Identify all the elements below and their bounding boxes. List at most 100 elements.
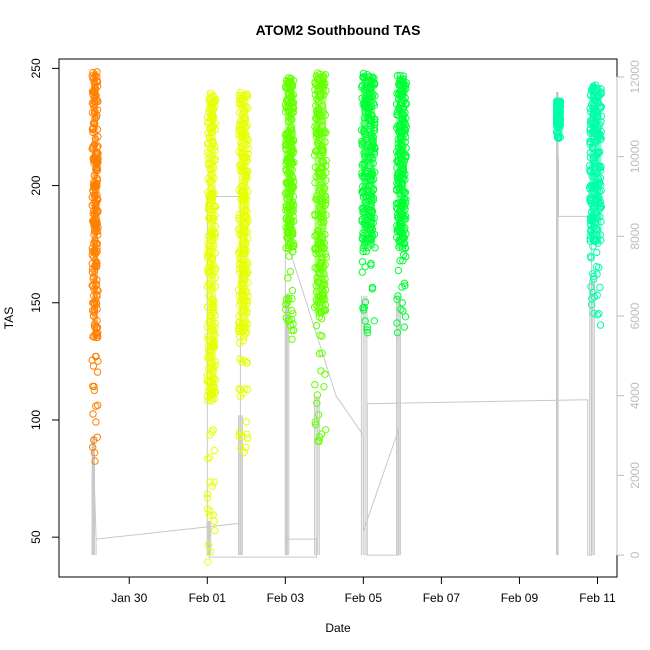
data-point: [204, 558, 212, 566]
data-point: [590, 275, 598, 283]
y2-tick-label: 0: [628, 551, 642, 558]
y2-tick-label: 6000: [628, 302, 642, 329]
y2-tick-label: 4000: [628, 382, 642, 409]
data-point: [586, 252, 595, 261]
y-tick-label: 150: [29, 292, 43, 312]
data-point: [91, 457, 99, 465]
data-point: [593, 248, 601, 257]
data-point: [239, 389, 247, 397]
data-point: [311, 380, 319, 389]
series-6: [392, 71, 410, 337]
data-point: [321, 370, 329, 378]
data-point: [363, 329, 372, 337]
data-point: [554, 134, 563, 143]
data-point: [243, 434, 252, 442]
data-point: [313, 391, 322, 399]
x-tick-label: Feb 09: [501, 591, 539, 605]
series-4: [310, 69, 330, 446]
data-point: [367, 259, 375, 268]
data-point: [596, 283, 604, 292]
data-point: [235, 432, 243, 440]
data-point: [205, 511, 214, 519]
data-point: [203, 494, 212, 502]
data-point: [595, 310, 603, 318]
data-point: [315, 349, 324, 358]
y-tick-label: 250: [29, 58, 43, 78]
data-point: [589, 272, 598, 280]
data-point: [284, 274, 292, 282]
data-point: [587, 301, 596, 309]
data-point: [206, 453, 214, 461]
data-point: [243, 430, 251, 438]
data-point: [239, 337, 248, 345]
data-point: [286, 267, 295, 276]
x-axis-label: Date: [325, 621, 351, 635]
data-point: [288, 335, 296, 343]
x-tick-label: Feb 01: [189, 591, 227, 605]
data-point: [282, 300, 290, 309]
data-point: [89, 382, 97, 390]
data-point: [242, 443, 250, 451]
altitude-line: [91, 156, 593, 558]
data-point: [203, 505, 212, 513]
data-point: [92, 418, 100, 426]
data-point: [396, 257, 404, 265]
data-point: [314, 411, 323, 419]
data-point: [208, 428, 216, 436]
data-point: [393, 319, 401, 327]
data-point: [318, 332, 326, 340]
data-point: [210, 446, 219, 455]
chart-title: ATOM2 Southbound TAS: [256, 22, 421, 38]
x-tick-label: Feb 03: [267, 591, 305, 605]
data-point: [89, 362, 98, 370]
y-tick-label: 50: [29, 530, 43, 544]
data-point: [210, 517, 218, 525]
data-point: [236, 428, 244, 436]
series-core: [361, 73, 376, 249]
data-point: [316, 433, 324, 441]
data-point: [556, 133, 564, 141]
data-point: [394, 266, 402, 275]
data-point: [363, 326, 371, 334]
data-point: [361, 317, 369, 325]
data-point: [368, 285, 376, 293]
series-2: [234, 88, 252, 456]
data-point: [358, 268, 366, 276]
x-tick-label: Feb 07: [423, 591, 461, 605]
data-point: [235, 385, 243, 393]
data-point: [94, 401, 102, 409]
data-point: [593, 291, 601, 299]
tas-points-layer: [88, 68, 606, 566]
series-5: [357, 69, 379, 337]
y2-tick-label: 8000: [628, 223, 642, 250]
series-core: [314, 73, 327, 314]
data-point: [288, 295, 296, 303]
data-point: [288, 286, 297, 295]
data-point: [282, 314, 290, 322]
data-point: [393, 295, 401, 303]
data-point: [398, 283, 406, 291]
x-tick-label: Jan 30: [111, 591, 147, 605]
x-tick-label: Feb 05: [345, 591, 383, 605]
data-point: [290, 326, 298, 335]
data-point: [282, 295, 291, 303]
data-point: [206, 478, 214, 486]
data-point: [242, 359, 251, 367]
x-tick-label: Feb 11: [579, 591, 616, 605]
data-point: [593, 311, 601, 319]
altitude-layer: [91, 91, 595, 558]
y-tick-label: 200: [29, 175, 43, 195]
y-axis-label: TAS: [2, 307, 16, 329]
series-core: [556, 101, 561, 126]
data-point: [370, 317, 378, 325]
data-point: [312, 421, 320, 429]
y2-tick-label: 2000: [628, 462, 642, 489]
series-core: [207, 91, 216, 402]
data-point: [399, 307, 407, 315]
data-point: [587, 283, 595, 291]
data-point: [204, 541, 213, 549]
data-point: [93, 368, 102, 376]
data-point: [241, 385, 249, 393]
